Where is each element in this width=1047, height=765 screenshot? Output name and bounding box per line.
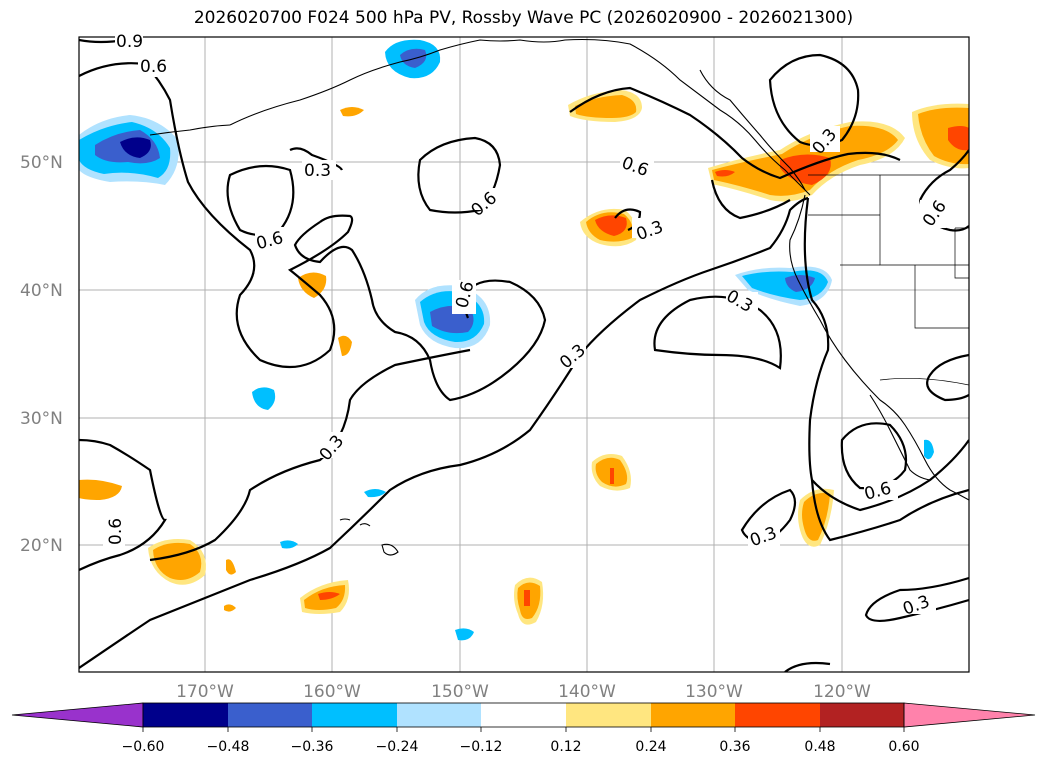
coast-hawaii-1 <box>339 518 351 521</box>
anomaly-pos-25n-core <box>610 468 614 484</box>
anomaly-pos-far-ne-core <box>948 126 969 151</box>
colorbar-tick-label: −0.60 <box>122 739 165 755</box>
colorbar-seg-pos012 <box>566 703 651 727</box>
colorbar-seg-neg048 <box>143 703 228 727</box>
map-frame <box>78 36 970 673</box>
anomaly-pos-far-ne-2 <box>918 107 969 165</box>
colorbar-seg-zero <box>481 703 566 727</box>
colorbar-seg-neg024 <box>312 703 397 727</box>
lon-label: 170°W <box>176 682 234 702</box>
coast-hawaii-2 <box>359 523 371 527</box>
political-borders <box>808 174 969 386</box>
colorbar-tick-label: 0.24 <box>635 739 666 755</box>
longitude-labels: 170°W 160°W 150°W 140°W 130°W 120°W <box>176 682 871 702</box>
lat-label: 20°N <box>20 536 63 556</box>
colorbar: −0.60 −0.48 −0.36 −0.24 −0.12 0.12 0.24 … <box>11 702 1036 755</box>
contour-0.3-ne-right <box>919 149 969 201</box>
anomaly-neg-small-1 <box>252 387 276 410</box>
contour-0.3-right-loop <box>653 295 782 370</box>
plot-title: 2026020700 F024 500 hPa PV, Rossby Wave … <box>193 8 854 28</box>
border-states-2 <box>914 265 969 329</box>
contour-0.6-east-loop <box>768 53 860 147</box>
contour-0.3-main-2 <box>79 196 809 669</box>
colorbar-tick-label: −0.24 <box>376 739 419 755</box>
coast-baja <box>869 394 931 481</box>
anomaly-pos-small-1 <box>340 107 364 117</box>
contour-0.3-main <box>149 348 471 562</box>
lon-label: 150°W <box>431 682 489 702</box>
colorbar-tick-label: −0.12 <box>460 739 503 755</box>
anomaly-pos-small-3 <box>338 335 352 356</box>
filled-anomalies <box>79 39 969 641</box>
anomaly-neg-small-3 <box>280 540 298 549</box>
colorbar-frame <box>142 702 905 728</box>
lon-label: 160°W <box>303 682 361 702</box>
colorbar-tick-label: −0.36 <box>291 739 334 755</box>
pv-contours <box>79 38 969 672</box>
lon-label: 140°W <box>558 682 616 702</box>
contour-0.6-inner <box>840 422 908 490</box>
colorbar-seg-pos024 <box>651 703 735 727</box>
contour-label: 0.6 <box>106 518 126 545</box>
lat-label: 30°N <box>20 409 63 429</box>
colorbar-ticks <box>142 727 905 732</box>
contour-label: 0.9 <box>116 32 143 52</box>
contour-label: 0.3 <box>304 161 331 181</box>
anomaly-neg-small-4 <box>455 628 474 641</box>
contour-0.6-lower <box>810 479 969 542</box>
anomaly-neg-west-core <box>120 137 151 158</box>
contour-0.6-ne <box>569 86 901 180</box>
colorbar-seg-pos036 <box>735 703 820 727</box>
anomaly-pos-ne-core-2 <box>715 170 735 177</box>
contour-0.6-mid-a <box>293 221 547 402</box>
anomaly-pos-small-4 <box>226 559 236 575</box>
colorbar-extend-low <box>11 702 144 728</box>
coast-bc <box>699 69 806 191</box>
coast-hawaii-3 <box>381 543 399 556</box>
contour-0.6-top <box>79 62 354 369</box>
contour-0.6-mid-east <box>926 353 969 402</box>
colorbar-seg-neg036 <box>228 703 312 727</box>
lat-label: 40°N <box>20 281 63 301</box>
contour-0.3-bottom <box>784 661 831 672</box>
contour-0.6-ne-b <box>710 179 791 220</box>
anomaly-neg-small-2 <box>364 489 386 498</box>
lat-label: 50°N <box>20 153 63 173</box>
colorbar-tick-label: −0.48 <box>207 739 250 755</box>
anomaly-pos-mid-core <box>595 215 627 236</box>
latitude-labels: 50°N 40°N 30°N 20°N <box>20 153 63 556</box>
coast-alaska-peninsula <box>229 38 811 196</box>
contour-0.6-coast <box>803 197 969 512</box>
anomaly-pos-west-edge <box>79 479 122 500</box>
border-states-6 <box>879 378 969 386</box>
anomaly-pos-small-5 <box>224 604 236 612</box>
anomaly-pos-145w-core <box>524 590 530 606</box>
colorbar-seg-neg012 <box>397 703 481 727</box>
contour-label: 0.6 <box>140 57 167 77</box>
anomaly-pos-16n-core <box>318 592 340 600</box>
contour-0.3-long <box>79 438 167 571</box>
anomaly-pos-22n-coast-2 <box>802 493 830 541</box>
colorbar-tick-label: 0.48 <box>804 739 835 755</box>
colorbar-tick-label: 0.60 <box>888 739 919 755</box>
colorbar-tick-label: 0.12 <box>550 739 581 755</box>
anomaly-pos-small-2 <box>298 272 327 298</box>
lon-label: 130°W <box>685 682 743 702</box>
anomaly-neg-mexico <box>924 439 934 460</box>
coast-us-west <box>789 194 969 501</box>
coastlines <box>149 38 969 556</box>
coast-aleutians <box>149 124 231 136</box>
anomaly-pos-alaska-2 <box>575 95 637 118</box>
colorbar-tick-label: 0.36 <box>719 739 750 755</box>
contour-0.3-west <box>289 147 344 171</box>
lon-label: 120°W <box>813 682 871 702</box>
colorbar-seg-pos048 <box>820 703 904 727</box>
border-states-5 <box>954 227 969 279</box>
colorbar-extend-high <box>903 702 1036 728</box>
